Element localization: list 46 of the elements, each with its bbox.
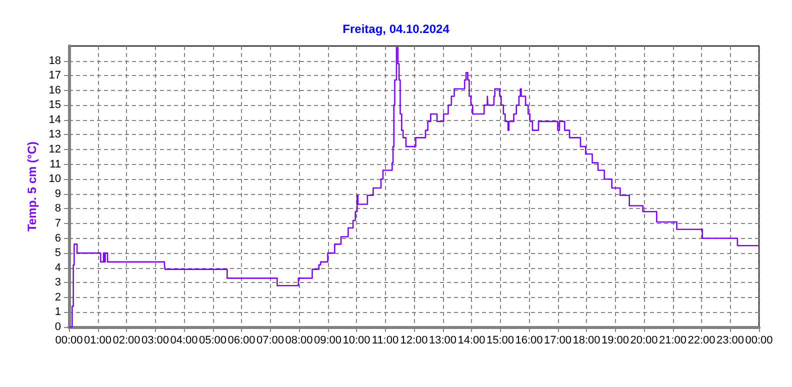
x-tick-label: 12:00 — [400, 334, 428, 346]
x-tick-label: 20:00 — [630, 334, 658, 346]
x-tick-label: 00:00 — [745, 334, 773, 346]
y-tick-label: 6 — [54, 232, 61, 244]
x-tick-label: 09:00 — [314, 334, 342, 346]
x-tick-label: 03:00 — [141, 334, 170, 346]
y-tick-label: 10 — [48, 173, 61, 186]
y-axis-title: Temp. 5 cm (°C) — [24, 142, 39, 232]
y-tick-label: 15 — [48, 99, 61, 112]
y-tick-label: 3 — [54, 276, 61, 289]
y-tick-label: 7 — [54, 217, 61, 230]
y-tick-label: 17 — [48, 70, 61, 82]
y-tick-label: 9 — [54, 188, 61, 200]
y-tick-label: 14 — [48, 114, 61, 126]
x-tick-label: 14:00 — [458, 334, 486, 346]
y-tick-label: 5 — [54, 247, 61, 260]
x-tick-label: 22:00 — [688, 334, 716, 346]
x-tick-label: 06:00 — [228, 334, 256, 346]
y-tick-label: 12 — [48, 144, 61, 156]
y-tick-label: 11 — [50, 158, 61, 170]
x-tick-label: 19:00 — [601, 334, 630, 346]
y-tick-label: 0 — [54, 321, 61, 333]
x-tick-label: 02:00 — [112, 334, 140, 346]
x-tick-label: 17:00 — [544, 334, 572, 346]
x-tick-label: 04:00 — [170, 334, 198, 346]
x-tick-label: 15:00 — [486, 334, 514, 346]
x-tick-label: 21:00 — [658, 334, 687, 346]
y-tick-label: 2 — [54, 291, 61, 304]
x-tick-label: 00:00 — [55, 334, 83, 346]
x-tick-label: 16:00 — [515, 334, 543, 346]
x-tick-label: 07:00 — [256, 334, 284, 346]
x-tick-label: 05:00 — [198, 334, 227, 346]
x-tick-label: 18:00 — [572, 334, 600, 346]
y-tick-label: 18 — [48, 54, 61, 67]
y-tick-label: 8 — [54, 202, 61, 215]
x-tick-label: 13:00 — [428, 334, 457, 346]
x-tick-label: 10:00 — [342, 334, 370, 346]
x-tick-label: 08:00 — [285, 334, 313, 346]
y-tick-label: 4 — [54, 262, 61, 274]
x-tick-label: 01:00 — [84, 334, 112, 346]
chart-title: Freitag, 04.10.2024 — [342, 22, 450, 36]
y-tick-label: 16 — [48, 84, 61, 96]
y-tick-label: 1 — [54, 306, 61, 318]
y-tick-label: 13 — [48, 128, 61, 141]
x-tick-label: 23:00 — [716, 334, 744, 346]
x-tick-label: 11:00 — [372, 334, 399, 346]
